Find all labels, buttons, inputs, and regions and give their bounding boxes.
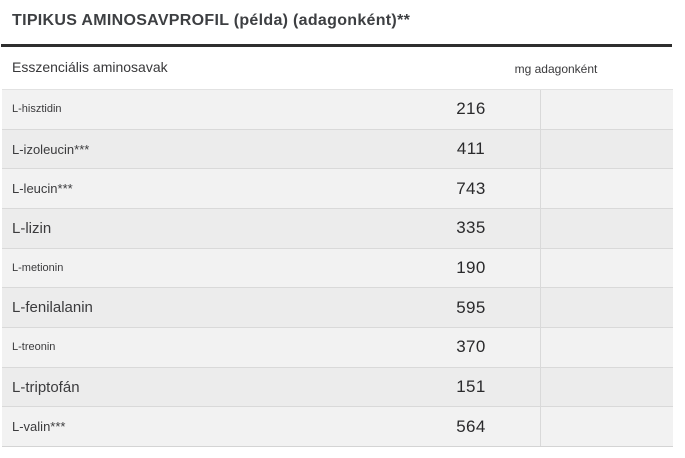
- amino-acid-value: 335: [456, 218, 486, 238]
- amino-acid-label: L-fenilalanin: [12, 299, 93, 317]
- amino-acid-label: L-treonin: [12, 341, 56, 354]
- amino-acid-label: L-metionin: [12, 262, 64, 275]
- amino-acid-label: L-valin***: [12, 419, 66, 435]
- table-row: L-hisztidin 216: [2, 90, 673, 129]
- amino-acid-label: L-triptofán: [12, 378, 80, 396]
- table-row: L-lizin 335: [2, 208, 673, 248]
- table-row: L-treonin 370: [2, 327, 673, 367]
- column-header-mg-per-serving: mg adagonként: [514, 62, 598, 76]
- amino-acid-value: 370: [456, 337, 486, 357]
- amino-acid-value: 190: [456, 258, 486, 278]
- amino-acid-value: 743: [456, 178, 486, 198]
- page-title: TIPIKUS AMINOSAVPROFIL (példa) (adagonké…: [12, 12, 411, 29]
- amino-acid-label: L-lizin: [12, 219, 52, 237]
- column-divider: [540, 90, 541, 446]
- amino-acid-table: L-hisztidin 216 L-izoleucin*** 411 L-leucin*…: [2, 89, 673, 447]
- table-row: L-valin*** 564: [2, 406, 673, 447]
- table-row: L-leucin*** 743: [2, 168, 673, 209]
- amino-acid-value: 595: [456, 297, 486, 317]
- amino-acid-label: L-leucin***: [12, 181, 73, 197]
- amino-acid-label: L-izoleucin***: [12, 141, 90, 157]
- amino-acid-value: 216: [456, 99, 486, 119]
- amino-acid-value: 564: [456, 416, 486, 436]
- title-divider-rule: [1, 44, 672, 47]
- column-header-amino-acids: Esszenciális aminosavak: [12, 59, 168, 75]
- amino-acid-value: 411: [456, 139, 486, 158]
- amino-acid-label: L-hisztidin: [12, 103, 62, 116]
- table-row: L-izoleucin*** 411: [2, 128, 673, 169]
- table-row: L-metionin 190: [2, 247, 673, 288]
- amino-acid-value: 151: [456, 377, 486, 397]
- table-row: L-triptofán 151: [2, 366, 673, 407]
- table-row: L-fenilalanin 595: [2, 287, 673, 328]
